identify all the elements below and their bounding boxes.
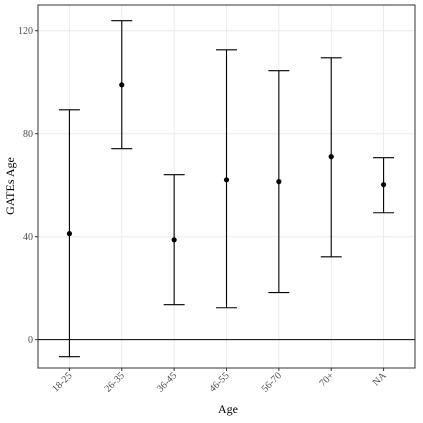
x-tick-label: 18-25	[50, 370, 74, 394]
x-tick-label: 70+	[318, 370, 337, 389]
y-tick-label: 40	[23, 232, 33, 243]
point	[223, 177, 230, 183]
x-axis-title: Age	[218, 402, 238, 416]
point	[276, 179, 282, 185]
x-tick-label: 26-35	[103, 370, 127, 394]
point	[119, 82, 125, 88]
point	[171, 237, 177, 243]
y-axis-title: GATEs Age	[3, 157, 17, 215]
x-tick-label: NA	[371, 370, 390, 389]
x-tick-label: 56-70	[260, 370, 284, 394]
point	[328, 154, 334, 160]
y-tick-label: 80	[23, 129, 33, 140]
x-tick-label: 36-45	[155, 370, 179, 394]
point	[380, 182, 387, 188]
panel-border	[37, 4, 416, 369]
point	[66, 231, 73, 237]
x-tick-label: 46-55	[207, 370, 231, 394]
y-tick-label: 120	[18, 26, 33, 37]
y-tick-label: 0	[28, 335, 33, 346]
